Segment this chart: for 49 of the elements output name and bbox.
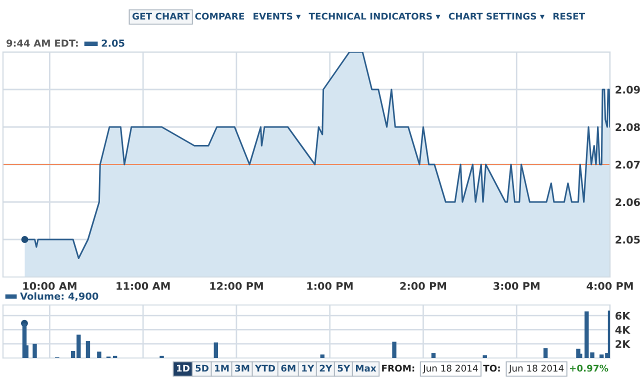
bar [320, 354, 324, 358]
bar [482, 355, 487, 358]
text: Jun 18 2014 [422, 364, 478, 374]
text: 3M [235, 364, 250, 372]
y-tick-label: 6K [616, 312, 630, 320]
bar [214, 342, 218, 358]
x-tick-label: 1:00 PM [307, 282, 353, 290]
chart-title: 9:44 AM EDT: [6, 39, 78, 47]
text: 1Y [302, 364, 314, 372]
y-tick-label: 4K [615, 326, 630, 334]
bar [97, 352, 102, 358]
text: COMPARE [195, 12, 244, 20]
text: GET CHART [132, 12, 190, 20]
bar [599, 354, 604, 358]
chart-title: Volume: 4,900 [20, 292, 98, 302]
x-tick-label: 12:00 PM [210, 282, 263, 290]
x-tick-label: 10:00 AM [23, 282, 76, 290]
y-tick-label: 2.07 [616, 160, 640, 169]
text: Max [356, 364, 376, 372]
y-tick-label: 2K [616, 340, 630, 348]
text: EVENTS ▾ [254, 12, 301, 20]
x-tick-label: 4:00 PM [586, 282, 633, 290]
text: 5D [196, 364, 209, 372]
text: FROM: [382, 364, 414, 372]
y-tick-label: 2.05 [616, 236, 640, 244]
text: TECHNICAL INDICATORS ▾ [308, 12, 440, 20]
text: Jun 18 2014 [508, 364, 564, 374]
text: 6M [281, 364, 296, 372]
bar [392, 342, 396, 358]
text: 1D [177, 364, 190, 372]
text: RESET [553, 12, 586, 20]
bar [32, 344, 37, 358]
y-tick-label: 2.06 [616, 198, 640, 206]
x-tick-label: 2:00 PM [400, 282, 446, 290]
text: TO: [483, 364, 500, 372]
text: 2Y [320, 364, 332, 372]
text: 5Y [338, 364, 350, 372]
y-tick-label: 2.08 [616, 123, 640, 132]
bar [543, 348, 548, 358]
text: 1M [215, 364, 229, 372]
y-tick-label: 2.09 [616, 86, 640, 94]
text: YTD [254, 364, 276, 372]
x-tick-label: 11:00 AM [116, 282, 170, 290]
text: CHART SETTINGS ▾ [448, 12, 545, 20]
chart-subtitle: 2.05 [102, 39, 124, 47]
bar [86, 341, 90, 358]
x-tick-label: 3:00 PM [494, 282, 540, 290]
text: +0.97% [570, 364, 608, 372]
bar [431, 353, 436, 358]
